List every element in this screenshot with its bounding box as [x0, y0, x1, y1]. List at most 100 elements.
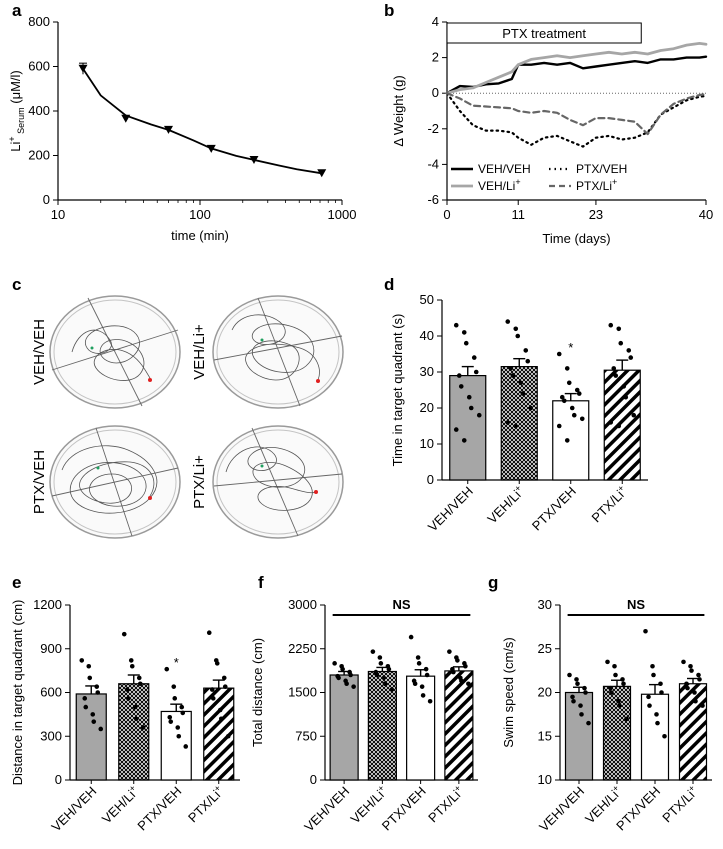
data-point [370, 649, 376, 654]
data-point [651, 672, 656, 678]
panel-label-d: d [384, 275, 394, 294]
data-point [172, 696, 178, 701]
data-point [515, 333, 521, 339]
data-point [136, 675, 142, 681]
data-point [556, 351, 562, 357]
x-tick-label-text: VEH/VEH [425, 484, 476, 535]
maze-swim-paths: VEH/VEH VEH/Li+ PTX/VEH PTX/Li+ [31, 295, 344, 539]
y-tick-label: 900 [40, 641, 62, 656]
x-tick-label: VEH/VEH [48, 784, 99, 835]
data-point [583, 690, 588, 695]
data-point [700, 703, 705, 708]
panel-label-a: a [12, 1, 22, 20]
data-point [655, 720, 660, 726]
data-point [79, 658, 85, 663]
data-point [463, 663, 468, 669]
data-point [567, 672, 572, 678]
x-tick-label: 100 [189, 207, 211, 222]
x-tick-label: VEH/Li+ [484, 483, 528, 527]
data-point [463, 340, 469, 346]
x-tick-label: VEH/VEH [301, 784, 352, 835]
y-tick-label: 750 [295, 728, 317, 743]
data-point [378, 661, 384, 666]
data-point [618, 340, 624, 346]
data-point [570, 694, 575, 700]
data-point [423, 666, 429, 672]
data-point [91, 719, 97, 724]
data-point [650, 663, 655, 669]
data-point [579, 416, 585, 422]
data-point [518, 380, 524, 386]
data-point [218, 716, 224, 722]
data-point [351, 684, 356, 689]
data-point [654, 712, 659, 717]
start-marker [260, 464, 264, 468]
data-point [646, 694, 651, 700]
data-point [471, 355, 477, 360]
y-tick-label: 0 [55, 772, 62, 787]
data-point [561, 398, 567, 404]
x-tick-label-sup: + [212, 783, 223, 794]
chart-time-target-quadrant: 0 10 20 30 40 50 Time in target quadrant (s) VE… [390, 292, 648, 534]
y-tick-label: 50 [420, 292, 434, 307]
data-point [621, 681, 626, 687]
data-point [576, 391, 582, 396]
x-tick-label: PTX/Li+ [588, 483, 631, 526]
data-point [132, 704, 138, 710]
y-tick-label: 400 [28, 103, 50, 118]
y-tick-label: 40 [420, 328, 434, 343]
y-tick-label: 30 [420, 364, 434, 379]
y-axis-label-sup: + [7, 136, 17, 141]
start-marker [260, 338, 264, 342]
data-point [164, 666, 170, 672]
data-point [129, 663, 135, 669]
panel-label-c: c [12, 275, 21, 294]
data-point [612, 663, 617, 669]
x-tick-label-text: VEH/VEH [536, 784, 587, 835]
legend-label: PTX/Li+ [576, 177, 617, 193]
data-point [658, 681, 663, 687]
data-point [510, 373, 516, 378]
legend-label: VEH/Li+ [478, 177, 521, 193]
x-tick-label-sup: + [375, 783, 386, 794]
chart-total-distance: 0 750 1500 2250 3000 Total distance (cm) VEH/V… [250, 597, 478, 834]
data-point [415, 655, 421, 660]
legend-label-text: VEH/Li [478, 179, 515, 193]
data-point [468, 405, 474, 411]
maze-arena-ptx-veh [49, 425, 181, 539]
data-point [344, 681, 349, 687]
data-point [386, 666, 392, 672]
data-point [209, 687, 215, 692]
data-point [609, 690, 614, 695]
x-tick-label-sup: + [512, 483, 523, 494]
data-point [520, 391, 526, 396]
x-tick-label: VEH/VEH [536, 784, 587, 835]
data-point [616, 326, 622, 332]
x-tick-label-text: PTX/VEH [134, 784, 184, 834]
data-point [453, 322, 459, 328]
legend-label-sup: + [515, 177, 520, 187]
data-point [556, 423, 562, 429]
data-point [616, 698, 621, 704]
x-tick-label: 40 [699, 207, 713, 222]
data-point [605, 659, 610, 665]
series-line [445, 92, 708, 136]
data-point [98, 726, 104, 732]
x-axis-label: time (min) [171, 228, 229, 243]
x-tick-label-text: VEH/VEH [48, 784, 99, 835]
data-point [82, 696, 88, 701]
x-tick-label-text: PTX/VEH [529, 484, 579, 534]
data-point [167, 714, 173, 720]
data-point [508, 366, 514, 371]
data-point [564, 366, 570, 371]
bar [118, 683, 150, 781]
data-point [466, 681, 471, 687]
y-axis-label: Swim speed (cm/s) [501, 637, 516, 748]
data-point [566, 380, 572, 386]
y-axis-label: Total distance (cm) [250, 638, 265, 747]
data-point [696, 672, 701, 678]
y-tick-label: 10 [538, 772, 552, 787]
data-point [121, 631, 127, 637]
maze-arena-ptx-li [212, 425, 344, 539]
data-point [412, 681, 418, 687]
